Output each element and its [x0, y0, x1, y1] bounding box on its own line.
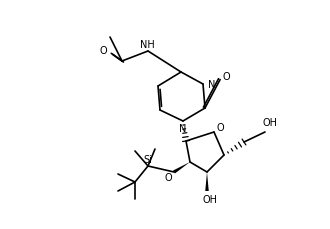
Text: O: O [222, 72, 230, 82]
Text: Si: Si [144, 154, 152, 164]
Polygon shape [205, 172, 209, 191]
Text: O: O [164, 172, 172, 182]
Polygon shape [173, 162, 190, 174]
Text: NH: NH [140, 40, 154, 50]
Text: OH: OH [203, 194, 217, 204]
Text: O: O [99, 46, 107, 56]
Text: N: N [208, 80, 216, 90]
Text: O: O [216, 123, 224, 132]
Text: N: N [179, 123, 187, 134]
Text: OH: OH [262, 117, 278, 128]
